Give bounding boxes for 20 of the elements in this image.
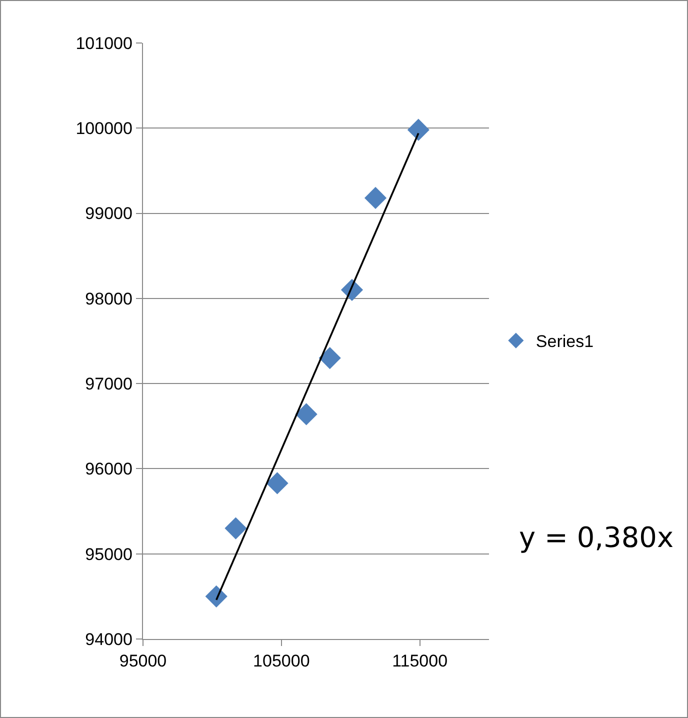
legend-label: Series1	[536, 332, 594, 352]
x-tick-label: 105000	[253, 652, 310, 671]
text: y = 0,380x	[519, 521, 674, 554]
y-tick-label: 94000	[85, 630, 132, 649]
point	[205, 585, 228, 608]
y-tick-label: 95000	[85, 544, 132, 564]
y-tick-label: 96000	[85, 460, 132, 479]
y-tick-label: 99000	[85, 204, 132, 224]
y-tick-label: 100000	[76, 119, 132, 138]
y-tick-label: 97000	[85, 374, 132, 394]
point	[407, 118, 430, 141]
x-tick-label: 95000	[119, 652, 167, 671]
y-tick-label: 101000	[76, 34, 132, 53]
point	[266, 472, 288, 494]
point	[364, 186, 387, 210]
x-tick-label: 115000	[392, 652, 448, 671]
point	[295, 403, 318, 426]
point	[318, 346, 341, 370]
y-tick-label: 98000	[85, 289, 132, 308]
point	[224, 517, 247, 540]
